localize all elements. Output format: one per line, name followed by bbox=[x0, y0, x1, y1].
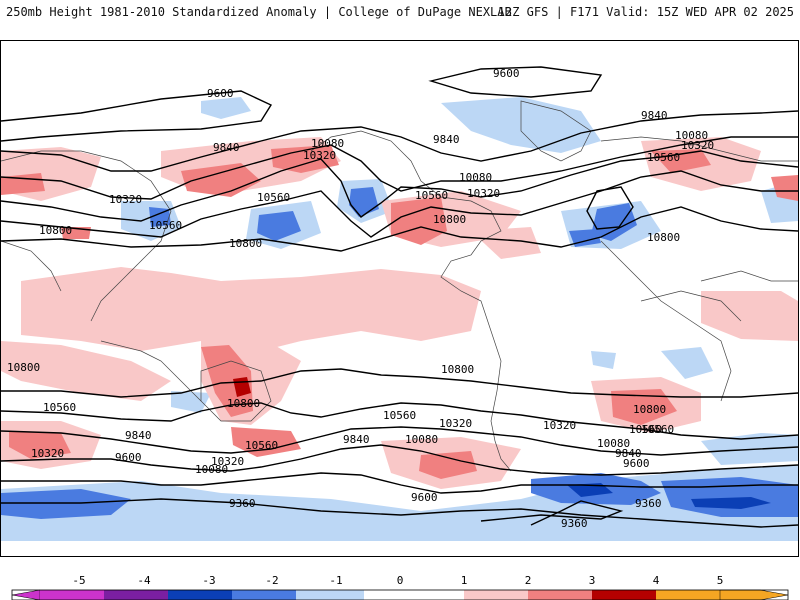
colorbar-swatch-neg2 bbox=[232, 590, 296, 600]
colorbar: -5 -4 -3 -2 -1 0 1 2 3 4 5 bbox=[11, 574, 789, 600]
contour-label: 10560 bbox=[245, 439, 278, 452]
contour-label: 10560 bbox=[647, 151, 680, 164]
contour-label: 10800 bbox=[7, 361, 40, 374]
colorbar-swatch-pos1 bbox=[464, 590, 528, 600]
colorbar-tick: -5 bbox=[72, 574, 85, 587]
contour-label: 9600 bbox=[493, 67, 520, 80]
colorbar-outline bbox=[11, 589, 789, 600]
coastlines bbox=[1, 100, 798, 472]
contour-label: 9840 bbox=[641, 109, 668, 122]
colorbar-swatch-neg4 bbox=[104, 590, 168, 600]
contour-label: 9600 bbox=[115, 451, 142, 464]
contour-label: 10080 bbox=[195, 463, 228, 476]
colorbar-tick: 1 bbox=[461, 574, 468, 587]
contour-label: 10800 bbox=[229, 237, 262, 250]
contour-label: 10800 bbox=[647, 231, 680, 244]
contour-label: 9360 bbox=[561, 517, 588, 530]
contour-label: 10800 bbox=[39, 224, 72, 237]
contour-label: 10560 bbox=[415, 189, 448, 202]
colorbar-swatch-zero bbox=[364, 590, 464, 600]
contour-label: 10320 bbox=[467, 187, 500, 200]
contour-label: 10320 bbox=[109, 193, 142, 206]
contour-label: 9840 bbox=[343, 433, 370, 446]
colorbar-tick: 5 bbox=[717, 574, 724, 587]
contour-label: 10080 bbox=[459, 171, 492, 184]
colorbar-swatch-neg5 bbox=[11, 589, 41, 600]
contour-label: 10320 bbox=[303, 149, 336, 162]
colorbar-swatch-pos2 bbox=[528, 590, 592, 600]
header-bar: 250mb Height 1981-2010 Standardized Anom… bbox=[0, 0, 800, 40]
contour-label: 9600 bbox=[623, 457, 650, 470]
contour-label: 10560 bbox=[383, 409, 416, 422]
colorbar-swatch-pos5 bbox=[656, 590, 720, 600]
contour-label: 9600 bbox=[411, 491, 438, 504]
contour-label: 9600 bbox=[207, 87, 234, 100]
contour-label: 9840 bbox=[213, 141, 240, 154]
contour-label: 10080 bbox=[597, 437, 630, 450]
contour-label: 10080 bbox=[405, 433, 438, 446]
colorbar-swatch-neg3 bbox=[168, 590, 232, 600]
contour-label: 10320 bbox=[543, 419, 576, 432]
contour-label: 9360 bbox=[635, 497, 662, 510]
contour-label: 10080 bbox=[311, 137, 344, 150]
model-valid-time: 12Z GFS | F171 Valid: 15Z WED APR 02 202… bbox=[497, 5, 794, 19]
colorbar-swatch-pos4 bbox=[592, 590, 656, 600]
contour-label: 9360 bbox=[229, 497, 256, 510]
colorbar-tick: 0 bbox=[397, 574, 404, 587]
contour-label: 9840 bbox=[615, 447, 642, 460]
contour-label: 10800 bbox=[433, 213, 466, 226]
contour-label: 10560 bbox=[149, 219, 182, 232]
height-contours bbox=[1, 66, 798, 528]
contour-label: 10320 bbox=[439, 417, 472, 430]
map-panel: 9600 9600 9840 9840 9840 10080 10080 100… bbox=[0, 40, 799, 557]
contour-label: 10320 bbox=[681, 139, 714, 152]
colorbar-swatch-neg1 bbox=[296, 590, 364, 600]
contour-label: 9840 bbox=[433, 133, 460, 146]
colorbar-tick: 2 bbox=[525, 574, 532, 587]
map-title: 250mb Height 1981-2010 Standardized Anom… bbox=[6, 5, 512, 19]
colorbar-tick: -2 bbox=[265, 574, 278, 587]
colorbar-tick: -3 bbox=[202, 574, 215, 587]
contour-label: 10560 bbox=[257, 191, 290, 204]
colorbar-tick: 3 bbox=[589, 574, 596, 587]
anomaly-neg3-fill bbox=[567, 483, 771, 509]
anomaly-map: 9600 9600 9840 9840 9840 10080 10080 100… bbox=[1, 66, 798, 541]
contour-label: 10560 bbox=[629, 423, 662, 436]
contour-label: 9840 bbox=[125, 429, 152, 442]
colorbar-swatch-pos5-tip bbox=[719, 589, 789, 600]
contour-label: 10320 bbox=[211, 455, 244, 468]
anomaly-pos2-fill bbox=[1, 145, 798, 479]
colorbar-swatch-neg5b bbox=[40, 590, 104, 600]
contour-label: 10320 bbox=[31, 447, 64, 460]
contour-label: 10560 bbox=[43, 401, 76, 414]
contour-label: 10800 bbox=[227, 397, 260, 410]
contour-label: 10800 bbox=[441, 363, 474, 376]
colorbar-tick: -1 bbox=[329, 574, 342, 587]
contour-label: 10080 bbox=[675, 129, 708, 142]
colorbar-tick: -4 bbox=[137, 574, 151, 587]
colorbar-tick: 4 bbox=[653, 574, 660, 587]
contour-labels: 9600 9600 9840 9840 9840 10080 10080 100… bbox=[7, 67, 714, 530]
contour-label: 10560 bbox=[641, 423, 674, 436]
contour-label: 10800 bbox=[633, 403, 666, 416]
